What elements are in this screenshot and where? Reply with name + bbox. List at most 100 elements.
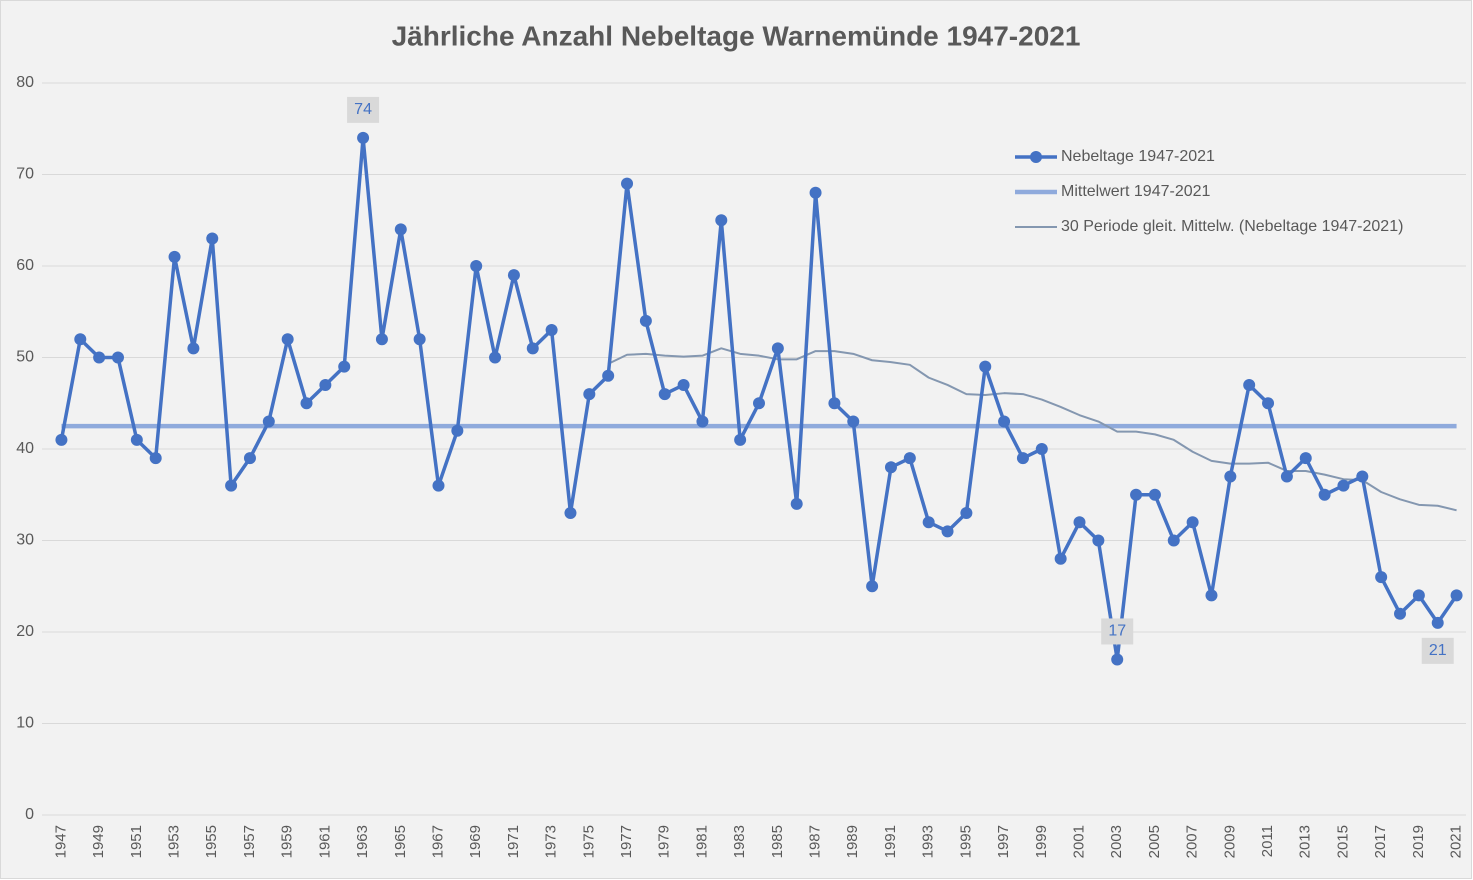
x-tick-label: 1991 <box>882 825 899 858</box>
data-point <box>507 269 520 282</box>
data-point <box>1431 616 1444 629</box>
data-point <box>111 351 124 364</box>
data-point <box>489 351 502 364</box>
data-label-box <box>1421 637 1454 664</box>
data-point <box>1243 378 1256 391</box>
data-point <box>1035 443 1048 455</box>
data-point <box>281 333 294 346</box>
data-point <box>1111 653 1124 666</box>
x-tick-label: 1975 <box>580 825 597 858</box>
data-point <box>715 214 728 227</box>
data-point <box>149 452 162 465</box>
data-point <box>1167 534 1180 547</box>
data-point <box>753 397 765 410</box>
x-tick-label: 1963 <box>354 825 371 858</box>
y-tick-label: 40 <box>16 440 34 457</box>
x-tick-label: 1969 <box>467 825 484 858</box>
y-tick-label: 10 <box>16 715 34 732</box>
data-point <box>1412 589 1425 602</box>
data-point <box>1186 516 1199 529</box>
data-point <box>1148 488 1161 501</box>
data-point <box>621 177 634 190</box>
data-point <box>338 360 351 373</box>
data-point <box>1375 571 1388 584</box>
x-tick-label: 1977 <box>618 825 635 858</box>
x-tick-label: 2003 <box>1108 825 1125 858</box>
data-label-box <box>347 96 380 123</box>
data-point <box>1337 479 1350 492</box>
data-point <box>1054 552 1067 565</box>
x-tick-label: 1947 <box>52 825 69 858</box>
data-point <box>1262 397 1275 410</box>
x-tick-label: 1953 <box>166 825 183 858</box>
data-point <box>1073 516 1086 529</box>
data-point <box>74 333 87 346</box>
x-tick-label: 1955 <box>203 825 220 858</box>
x-tick-label: 1965 <box>392 825 409 858</box>
data-label-box <box>1101 618 1134 645</box>
data-point <box>1130 488 1143 501</box>
data-point <box>866 580 879 593</box>
data-point <box>658 388 671 401</box>
x-tick-label: 1999 <box>1033 825 1050 858</box>
data-point <box>300 397 313 410</box>
data-point <box>1356 470 1369 483</box>
data-point <box>734 433 747 446</box>
y-tick-label: 30 <box>16 532 34 549</box>
data-point <box>526 342 539 355</box>
legend-label: 30 Periode gleit. Mittelw. (Nebeltage 19… <box>1061 218 1403 235</box>
legend-label: Mittelwert 1947-2021 <box>1061 183 1211 200</box>
data-point <box>394 223 407 236</box>
y-tick-label: 0 <box>25 806 34 823</box>
chart-title: Jährliche Anzahl Nebeltage Warnemünde 19… <box>392 20 1081 51</box>
data-point <box>903 452 916 465</box>
x-tick-label: 2009 <box>1221 825 1238 858</box>
data-point <box>847 415 860 428</box>
data-point <box>187 342 200 355</box>
x-tick-label: 1961 <box>316 825 333 858</box>
data-point <box>1299 452 1312 465</box>
x-tick-label: 1979 <box>656 825 673 858</box>
data-point <box>1092 534 1105 547</box>
y-tick-label: 20 <box>16 623 34 640</box>
data-point <box>168 250 181 263</box>
data-point <box>206 232 219 245</box>
data-point <box>1318 488 1331 501</box>
data-label: 17 <box>1108 623 1126 640</box>
data-point <box>960 507 973 520</box>
data-point <box>413 333 426 346</box>
x-tick-label: 1959 <box>279 825 296 858</box>
x-tick-label: 2015 <box>1334 825 1351 858</box>
data-point <box>922 516 935 529</box>
data-point <box>55 433 68 446</box>
data-point <box>1224 470 1237 483</box>
data-point <box>696 415 709 428</box>
y-tick-label: 60 <box>16 257 34 274</box>
data-label: 74 <box>354 101 372 118</box>
x-tick-label: 1985 <box>769 825 786 858</box>
data-point <box>1205 589 1218 602</box>
data-point <box>545 324 558 337</box>
data-point <box>677 378 690 391</box>
x-tick-label: 1971 <box>505 825 522 858</box>
data-point <box>941 525 954 538</box>
x-tick-label: 1987 <box>807 825 824 858</box>
x-tick-label: 1951 <box>128 825 145 858</box>
x-tick-label: 1983 <box>731 825 748 858</box>
data-point <box>243 452 256 465</box>
legend-label: Nebeltage 1947-2021 <box>1061 148 1215 165</box>
y-tick-label: 80 <box>16 74 34 91</box>
x-tick-label: 2019 <box>1410 825 1427 858</box>
data-point <box>564 507 577 520</box>
x-tick-label: 2013 <box>1297 825 1314 858</box>
data-point <box>225 479 238 492</box>
x-tick-label: 1957 <box>241 825 258 858</box>
data-point <box>884 461 897 474</box>
x-tick-label: 1981 <box>693 825 710 858</box>
data-point <box>583 388 596 401</box>
data-point <box>1016 452 1029 465</box>
x-tick-label: 1967 <box>429 825 446 858</box>
data-point <box>979 360 992 373</box>
x-tick-label: 1997 <box>995 825 1012 858</box>
